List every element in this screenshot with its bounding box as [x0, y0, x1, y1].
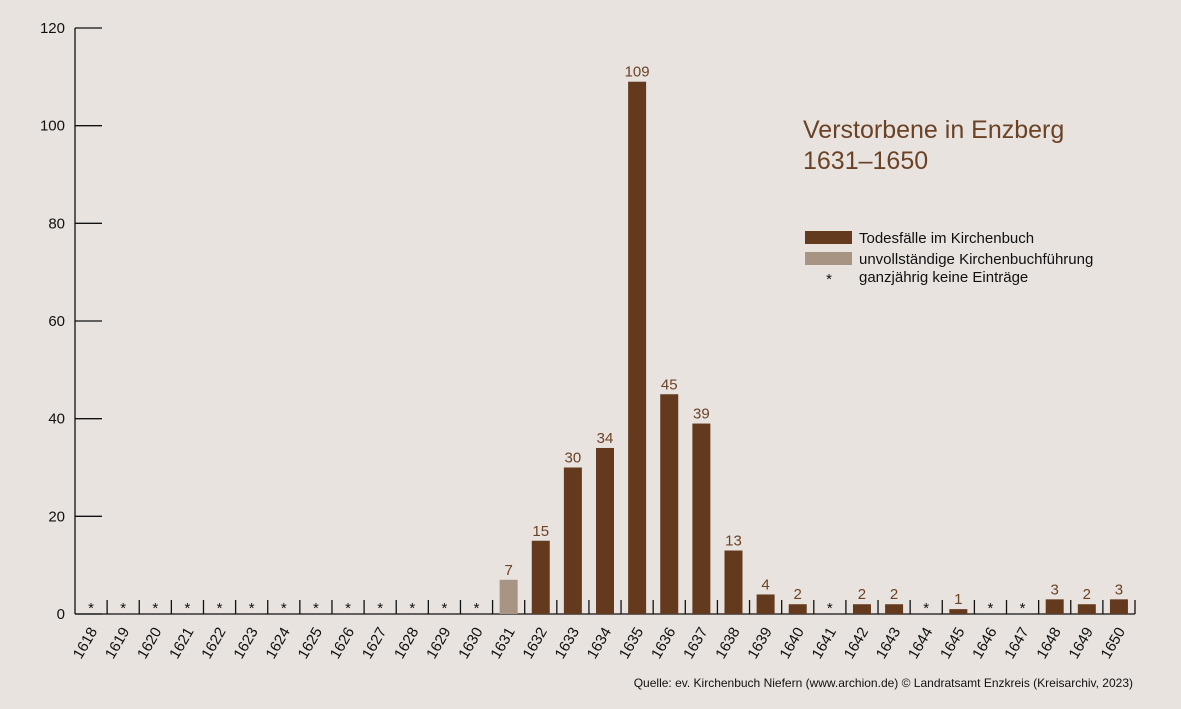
- bar: [949, 609, 968, 614]
- x-tick-label: 1638: [712, 625, 743, 662]
- bar: [596, 447, 614, 614]
- x-tick-label: 1640: [776, 625, 807, 662]
- no-entry-marker: *: [345, 600, 351, 617]
- no-entry-marker: *: [152, 600, 158, 617]
- y-tick-label: 80: [48, 215, 65, 232]
- no-entry-marker: *: [827, 600, 833, 617]
- x-tick-label: 1634: [584, 625, 615, 662]
- value-label: 3: [1115, 581, 1123, 598]
- chart-title: Verstorbene in Enzberg: [803, 116, 1064, 144]
- x-tick-label: 1619: [102, 625, 133, 662]
- legend-swatch: [805, 252, 852, 265]
- no-entry-marker: *: [88, 600, 94, 617]
- value-label: 109: [625, 64, 650, 81]
- x-tick-label: 1623: [230, 625, 261, 662]
- no-entry-marker: *: [281, 600, 287, 617]
- x-tick-label: 1630: [455, 625, 486, 662]
- x-tick-label: 1639: [744, 625, 775, 662]
- bar: [756, 594, 775, 614]
- x-tick-label: 1637: [680, 625, 711, 662]
- y-tick-label: 20: [48, 508, 65, 525]
- x-tick-label: 1647: [1001, 624, 1032, 661]
- value-label: 2: [1083, 586, 1091, 603]
- bar: [852, 604, 871, 614]
- x-tick-label: 1649: [1066, 625, 1097, 662]
- value-label: 13: [725, 533, 742, 550]
- source-note: Quelle: ev. Kirchenbuch Niefern (www.arc…: [634, 676, 1133, 690]
- no-entry-marker: *: [1020, 600, 1026, 617]
- x-tick-label: 1629: [423, 625, 454, 662]
- bar: [1077, 604, 1096, 614]
- bar: [692, 423, 711, 614]
- value-label: 1: [954, 591, 962, 608]
- value-label: 3: [1051, 581, 1059, 598]
- value-label: 39: [693, 406, 710, 423]
- no-entry-marker: *: [185, 600, 191, 617]
- x-tick-label: 1648: [1033, 625, 1064, 662]
- x-tick-label: 1643: [873, 625, 904, 662]
- no-entry-marker: *: [923, 600, 929, 617]
- bar: [628, 81, 647, 614]
- chart-subtitle: 1631–1650: [803, 147, 928, 175]
- value-label: 2: [890, 586, 898, 603]
- value-label: 2: [794, 586, 802, 603]
- no-entry-marker: *: [120, 600, 126, 617]
- x-tick-label: 1625: [295, 625, 326, 662]
- x-tick-label: 1635: [616, 625, 647, 662]
- x-tick-label: 1626: [327, 625, 358, 662]
- bar: [1109, 599, 1128, 614]
- y-tick-label: 100: [40, 118, 65, 135]
- y-tick-label: 120: [40, 20, 65, 37]
- value-label: 7: [504, 562, 512, 579]
- x-tick-label: 1636: [648, 625, 679, 662]
- x-tick-label: 1650: [1098, 625, 1129, 662]
- x-tick-label: 1627: [359, 625, 390, 662]
- value-label: 30: [565, 450, 582, 467]
- x-tick-label: 1620: [134, 625, 165, 662]
- bar: [885, 604, 904, 614]
- legend-label: Todesfälle im Kirchenbuch: [859, 230, 1034, 247]
- no-entry-marker: *: [409, 600, 415, 617]
- value-label: 4: [761, 576, 769, 593]
- y-tick-label: 60: [48, 313, 65, 330]
- legend-swatch: [805, 231, 852, 244]
- x-tick-label: 1628: [391, 625, 422, 662]
- x-tick-label: 1644: [905, 625, 936, 662]
- x-tick-label: 1641: [809, 625, 840, 662]
- x-tick-label: 1622: [198, 625, 229, 662]
- value-label: 15: [532, 523, 549, 540]
- x-tick-label: 1642: [841, 625, 872, 662]
- legend-label: unvollständige Kirchenbuchführung: [859, 251, 1093, 268]
- legend-label: ganzjährig keine Einträge: [859, 269, 1028, 286]
- x-tick-label: 1633: [552, 625, 583, 662]
- x-tick-label: 1624: [263, 625, 294, 662]
- x-tick-label: 1645: [937, 625, 968, 662]
- bar: [1045, 599, 1064, 614]
- x-tick-label: 1632: [519, 625, 550, 662]
- x-tick-label: 1631: [487, 625, 518, 662]
- bar: [788, 604, 807, 614]
- bar: [499, 579, 518, 614]
- legend-symbol: *: [826, 271, 832, 288]
- x-tick-label: 1621: [166, 625, 197, 662]
- bar: [531, 540, 550, 614]
- x-tick-label: 1618: [70, 625, 101, 662]
- value-label: 34: [597, 430, 614, 447]
- x-tick-label: 1646: [969, 625, 1000, 662]
- bar: [660, 394, 679, 614]
- value-label: 2: [858, 586, 866, 603]
- no-entry-marker: *: [217, 600, 223, 617]
- no-entry-marker: *: [313, 600, 319, 617]
- no-entry-marker: *: [988, 600, 994, 617]
- bar: [724, 550, 743, 614]
- value-label: 45: [661, 376, 678, 393]
- no-entry-marker: *: [441, 600, 447, 617]
- y-tick-label: 0: [57, 606, 65, 623]
- y-tick-label: 40: [48, 411, 65, 428]
- no-entry-marker: *: [377, 600, 383, 617]
- no-entry-marker: *: [474, 600, 480, 617]
- no-entry-marker: *: [249, 600, 255, 617]
- bar: [563, 467, 582, 614]
